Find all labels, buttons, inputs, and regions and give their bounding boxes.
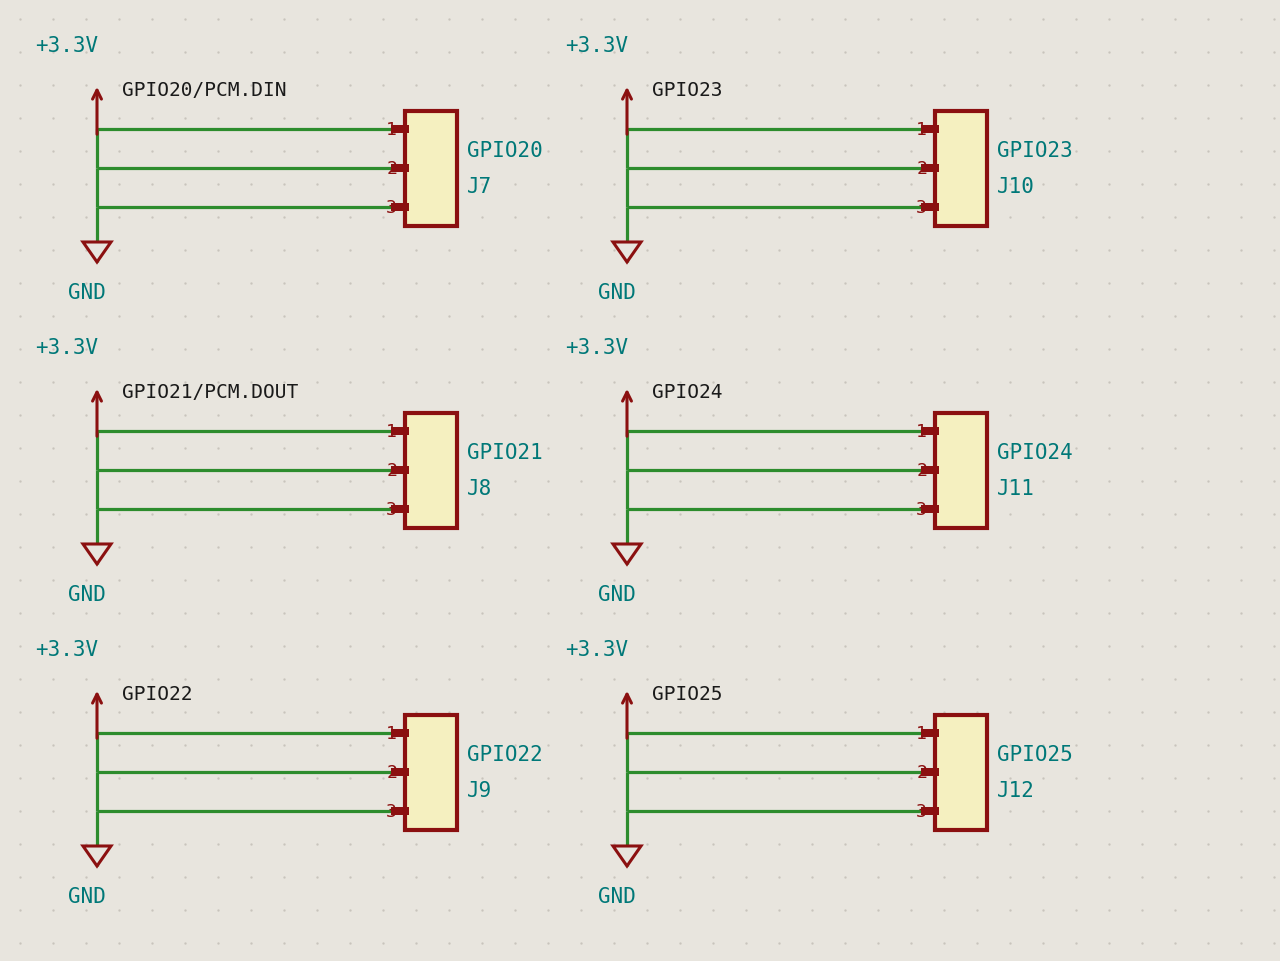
Bar (922, 165, 940, 173)
Text: 3: 3 (916, 199, 927, 217)
Text: 3: 3 (387, 501, 397, 519)
Text: GND: GND (68, 584, 106, 604)
Bar (390, 505, 410, 513)
Text: GPIO25: GPIO25 (997, 744, 1073, 764)
Text: 2: 2 (387, 160, 397, 178)
Text: GND: GND (598, 886, 636, 906)
Text: GND: GND (68, 283, 106, 303)
Bar (390, 768, 410, 776)
Text: J11: J11 (997, 479, 1034, 499)
Text: 3: 3 (387, 802, 397, 820)
Bar (934, 715, 987, 830)
Text: 3: 3 (916, 802, 927, 820)
Polygon shape (83, 545, 111, 564)
Text: 2: 2 (916, 461, 927, 480)
Bar (922, 126, 940, 134)
Bar (390, 204, 410, 211)
Text: 3: 3 (387, 199, 397, 217)
Bar (934, 111, 987, 227)
Bar (404, 111, 457, 227)
Text: 1: 1 (916, 121, 927, 138)
Text: GPIO22: GPIO22 (122, 684, 192, 703)
Bar (390, 466, 410, 475)
Text: GPIO21: GPIO21 (467, 442, 543, 462)
Text: 1: 1 (387, 725, 397, 742)
Text: GPIO20/PCM.DIN: GPIO20/PCM.DIN (122, 81, 287, 100)
Text: 2: 2 (916, 763, 927, 781)
Text: +3.3V: +3.3V (564, 36, 628, 56)
Bar (390, 126, 410, 134)
Bar (390, 165, 410, 173)
Text: J7: J7 (467, 177, 493, 197)
Text: GND: GND (598, 283, 636, 303)
Text: GPIO25: GPIO25 (652, 684, 722, 703)
Bar (390, 729, 410, 737)
Text: +3.3V: +3.3V (35, 337, 99, 357)
Text: 2: 2 (387, 763, 397, 781)
Text: GPIO22: GPIO22 (467, 744, 543, 764)
Text: +3.3V: +3.3V (564, 639, 628, 659)
Text: J8: J8 (467, 479, 493, 499)
Text: GND: GND (68, 886, 106, 906)
Text: GND: GND (598, 584, 636, 604)
Bar (922, 466, 940, 475)
Bar (934, 413, 987, 529)
Text: 2: 2 (387, 461, 397, 480)
Text: GPIO24: GPIO24 (997, 442, 1073, 462)
Polygon shape (613, 545, 641, 564)
Polygon shape (83, 846, 111, 866)
Bar (922, 505, 940, 513)
Bar (922, 204, 940, 211)
Text: 1: 1 (916, 423, 927, 440)
Bar (404, 715, 457, 830)
Text: 2: 2 (916, 160, 927, 178)
Bar (390, 807, 410, 815)
Polygon shape (83, 243, 111, 262)
Bar (922, 807, 940, 815)
Bar (922, 768, 940, 776)
Text: GPIO21/PCM.DOUT: GPIO21/PCM.DOUT (122, 382, 298, 402)
Text: 1: 1 (387, 121, 397, 138)
Text: GPIO23: GPIO23 (997, 141, 1073, 160)
Text: 1: 1 (387, 423, 397, 440)
Polygon shape (613, 846, 641, 866)
Text: GPIO23: GPIO23 (652, 81, 722, 100)
Text: 3: 3 (916, 501, 927, 519)
Polygon shape (613, 243, 641, 262)
Bar (390, 428, 410, 435)
Text: +3.3V: +3.3V (564, 337, 628, 357)
Text: GPIO20: GPIO20 (467, 141, 543, 160)
Bar (922, 428, 940, 435)
Text: +3.3V: +3.3V (35, 36, 99, 56)
Text: GPIO24: GPIO24 (652, 382, 722, 402)
Bar (404, 413, 457, 529)
Text: 1: 1 (916, 725, 927, 742)
Text: J10: J10 (997, 177, 1034, 197)
Text: +3.3V: +3.3V (35, 639, 99, 659)
Text: J12: J12 (997, 780, 1034, 801)
Bar (922, 729, 940, 737)
Text: J9: J9 (467, 780, 493, 801)
